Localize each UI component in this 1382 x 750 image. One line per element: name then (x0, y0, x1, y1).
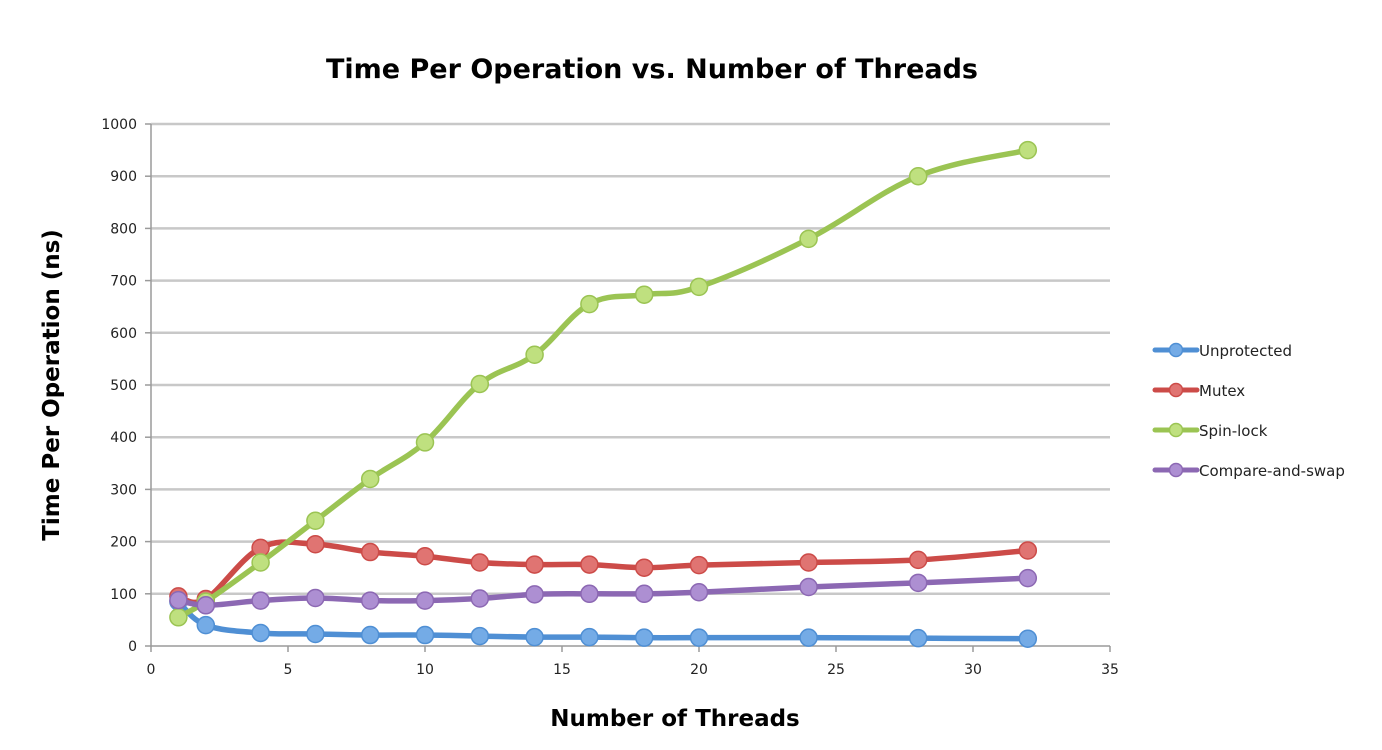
data-point (306, 588, 325, 608)
data-point (580, 555, 599, 574)
legend-item: Compare-and-swap (1152, 462, 1345, 480)
x-tick-label: 25 (827, 662, 845, 678)
data-point (525, 345, 544, 364)
data-point (415, 625, 435, 645)
axes: 0 100 200 300 400 500 600 700 800 900 1000 0 5 10 15 20… (101, 117, 1119, 678)
data-point (360, 542, 380, 562)
data-point (799, 553, 818, 572)
data-point (306, 511, 325, 530)
data-point (1018, 629, 1038, 648)
data-point (251, 591, 270, 610)
x-tick-label: 20 (690, 662, 708, 678)
x-tick-label: 5 (284, 662, 293, 678)
data-point (634, 584, 654, 604)
y-tick-label: 100 (110, 587, 137, 603)
data-point (470, 626, 490, 646)
data-point (196, 615, 216, 635)
legend-label: Mutex (1199, 382, 1245, 400)
data-point (251, 553, 270, 572)
data-point (1018, 541, 1038, 560)
x-axis-title: Number of Threads (550, 706, 800, 732)
data-point (799, 229, 818, 249)
y-tick-label: 300 (110, 482, 137, 498)
data-point (1018, 140, 1038, 160)
y-tick-label: 600 (110, 326, 137, 342)
data-point (908, 573, 928, 593)
chart-title: Time Per Operation vs. Number of Threads (326, 54, 978, 85)
y-tick-label: 500 (110, 378, 137, 394)
legend-item: Unprotected (1152, 342, 1292, 360)
y-tick-label: 400 (110, 430, 137, 446)
data-point (634, 558, 654, 577)
data-point (689, 555, 709, 575)
y-tick-label: 900 (110, 169, 137, 185)
data-point (525, 555, 544, 574)
legend-swatch-marker (1168, 422, 1184, 438)
data-point (1018, 568, 1038, 588)
data-point (470, 553, 490, 572)
data-point (360, 625, 380, 645)
x-tick-label: 0 (147, 662, 156, 678)
x-tick-label: 15 (553, 662, 571, 678)
y-tick-label: 0 (128, 639, 137, 655)
data-point (908, 166, 928, 186)
data-point (689, 582, 709, 602)
data-point (415, 433, 435, 452)
data-point (580, 584, 599, 604)
data-point (360, 469, 380, 489)
data-point (689, 628, 709, 647)
data-point (634, 628, 654, 647)
data-point (799, 628, 818, 647)
series-lines (169, 140, 1038, 648)
y-tick-label: 1000 (101, 117, 137, 133)
data-point (689, 277, 709, 297)
data-point (415, 546, 435, 566)
y-tick-label: 200 (110, 535, 137, 551)
legend: Unprotected Mutex Spin-lock Compare-and-swa… (1152, 342, 1345, 480)
series-line (175, 147, 1031, 621)
data-point (525, 627, 544, 647)
legend-label: Compare-and-swap (1199, 462, 1345, 480)
legend-swatch-marker (1168, 342, 1184, 358)
legend-swatch-marker (1168, 382, 1184, 398)
data-point (169, 608, 188, 627)
legend-swatch-marker (1168, 462, 1184, 478)
gridlines (151, 122, 1110, 596)
data-point (470, 374, 490, 394)
data-point (251, 623, 270, 643)
data-point (169, 590, 188, 610)
series-mutex (169, 534, 1038, 609)
data-point (360, 591, 380, 610)
legend-item: Mutex (1152, 382, 1245, 400)
data-point (196, 596, 216, 615)
series-compare-and-swap (169, 568, 1038, 615)
x-tick-label: 35 (1101, 662, 1119, 678)
data-point (580, 627, 599, 647)
legend-label: Unprotected (1199, 342, 1292, 360)
data-point (525, 585, 544, 604)
x-tick-label: 30 (964, 662, 982, 678)
data-point (634, 285, 654, 304)
data-point (908, 628, 928, 648)
data-point (470, 589, 490, 608)
data-point (580, 294, 599, 314)
x-tick-label: 10 (416, 662, 434, 678)
data-point (415, 591, 435, 610)
y-tick-label: 700 (110, 274, 137, 290)
legend-label: Spin-lock (1199, 422, 1268, 440)
data-point (799, 577, 818, 597)
y-axis-title: Time Per Operation (ns) (39, 229, 65, 541)
data-point (306, 534, 325, 554)
y-tick-label: 800 (110, 221, 137, 237)
data-point (908, 550, 928, 570)
series-unprotected (169, 592, 1038, 648)
legend-item: Spin-lock (1152, 422, 1268, 440)
data-point (306, 624, 325, 644)
